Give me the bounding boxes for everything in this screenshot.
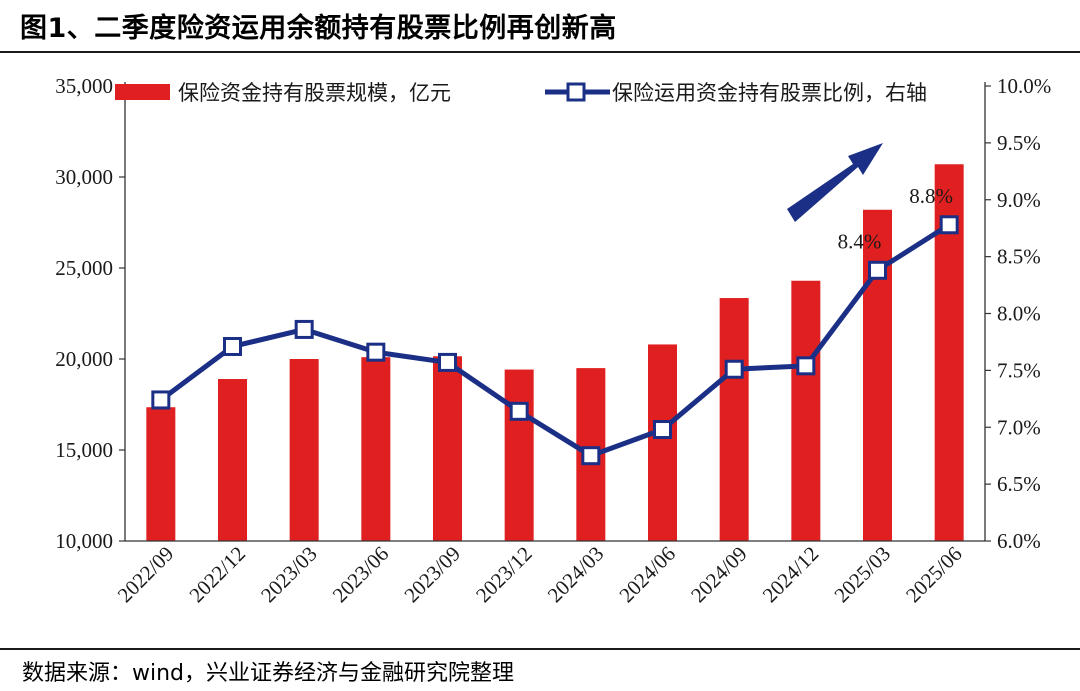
ratio-marker-2024/06: [653, 420, 672, 440]
bar-2023/06: [361, 357, 391, 541]
x-tick-label: 2024/09: [686, 542, 752, 608]
x-tick-label: 2022/09: [113, 542, 179, 608]
chart-canvas: 10,000 15,000 20,000 25,000 30,000 35,000 6.0%…: [55, 74, 1051, 607]
left-tick-label: 20,000: [55, 347, 113, 371]
bar-2025/03: [863, 209, 892, 541]
left-tick-label: 15,000: [55, 438, 113, 462]
axes-layer: 10,000 15,000 20,000 25,000 30,000 35,000 6.0%…: [55, 74, 1051, 607]
ratio-marker-2024/12: [796, 356, 816, 376]
bar-2024/12: [791, 280, 821, 541]
bar-2023/09: [433, 356, 462, 541]
legend-bar-label: 保险资金持有股票规模，亿元: [178, 81, 451, 105]
x-tick-label: 2025/03: [829, 542, 895, 608]
labels-layer: 8.4% 8.8%: [838, 184, 953, 254]
ratio-marker-2023/03: [294, 319, 314, 339]
footer-divider: [0, 648, 1080, 650]
ratio-marker-2024/09: [724, 359, 744, 379]
bar-2023/03: [289, 359, 319, 541]
right-tick-label: 7.0%: [997, 415, 1041, 439]
trend-arrow: [787, 143, 883, 222]
right-tick-label: 8.5%: [997, 245, 1041, 269]
x-tick-label: 2024/12: [758, 542, 824, 608]
ratio-marker-2023/12: [509, 401, 529, 421]
right-tick-label: 9.5%: [997, 131, 1041, 155]
right-tick-label: 6.0%: [997, 529, 1041, 553]
bar-2022/12: [218, 379, 247, 541]
right-tick-label: 7.5%: [997, 358, 1041, 382]
bar-2024/09: [719, 298, 749, 541]
ratio-marker-2025/06: [939, 215, 959, 235]
x-tick-label: 2023/03: [256, 542, 322, 608]
ratio-marker-2024/03: [581, 446, 601, 466]
x-tick-label: 2023/06: [328, 542, 394, 608]
left-tick-label: 10,000: [55, 529, 113, 553]
chart-title: 图1、二季度险资运用余额持有股票比例再创新高: [20, 13, 617, 44]
left-tick-label: 30,000: [55, 165, 113, 189]
ratio-marker-2023/09: [438, 352, 457, 372]
ratio-marker-2022/09: [151, 390, 171, 410]
legend: 保险资金持有股票规模，亿元 保险运用资金持有股票比例，右轴: [115, 81, 927, 105]
left-tick-label: 35,000: [55, 74, 113, 98]
data-label: 8.8%: [909, 184, 953, 208]
line-layer: [151, 215, 959, 466]
legend-line-marker: [566, 82, 586, 102]
right-tick-label: 8.0%: [997, 302, 1041, 326]
ratio-marker-2025/03: [868, 260, 887, 280]
bar-2024/06: [648, 344, 677, 541]
x-tick-label: 2023/09: [399, 542, 465, 608]
ratio-line: [159, 222, 951, 459]
ratio-marker-2022/12: [223, 336, 242, 356]
x-tick-label: 2024/06: [614, 542, 680, 608]
x-tick-label: 2023/12: [471, 542, 537, 608]
legend-line-label: 保险运用资金持有股票比例，右轴: [612, 81, 927, 105]
right-tick-label: 9.0%: [997, 188, 1041, 212]
x-tick-label: 2024/03: [543, 542, 609, 608]
source-note: 数据来源：wind，兴业证券经济与金融研究院整理: [22, 661, 515, 686]
legend-bar-swatch: [115, 84, 170, 100]
bar-2022/09: [146, 407, 176, 541]
right-tick-label: 6.5%: [997, 472, 1041, 496]
right-tick-label: 10.0%: [997, 74, 1051, 98]
x-tick-label: 2022/12: [184, 542, 250, 608]
data-label: 8.4%: [838, 229, 882, 253]
title-divider: [0, 51, 1080, 53]
bars-layer: [146, 164, 964, 541]
x-tick-label: 2025/06: [901, 542, 967, 608]
ratio-marker-2023/06: [366, 342, 386, 362]
bar-2023/12: [504, 369, 534, 541]
left-tick-label: 25,000: [55, 256, 113, 280]
